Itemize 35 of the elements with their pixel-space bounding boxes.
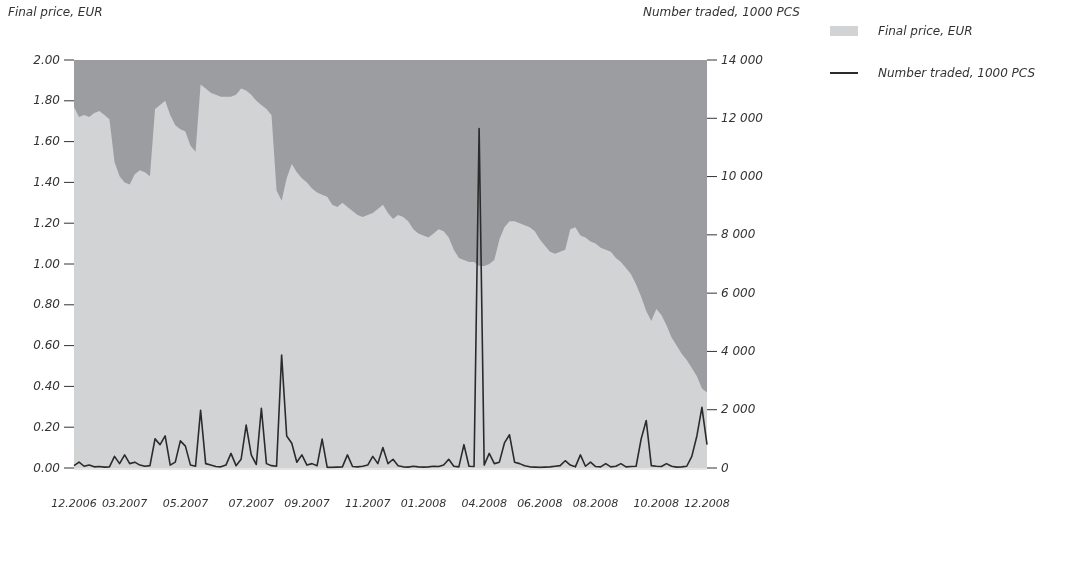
x-tick-label: 04.2008 xyxy=(461,497,507,510)
x-tick-label: 07.2007 xyxy=(228,497,274,510)
y-tick-label: 1.60 xyxy=(33,134,61,149)
x-tick-label: 05.2007 xyxy=(162,497,209,510)
y-tick-label: 1.00 xyxy=(33,256,61,271)
y2-tick-label: 2 000 xyxy=(721,402,756,417)
y-tick-label: 0.00 xyxy=(33,460,61,475)
x-tick-label: 06.2008 xyxy=(517,497,563,510)
y2-tick-label: 6 000 xyxy=(721,285,756,300)
y-tick-label: 1.40 xyxy=(33,174,61,189)
y2-axis-title: Number traded, 1000 PCS xyxy=(642,5,801,19)
y-tick-label: 0.80 xyxy=(33,297,61,312)
y2-tick-label: 12 000 xyxy=(721,110,764,125)
y2-tick-label: 10 000 xyxy=(721,169,764,184)
x-tick-label: 08.2008 xyxy=(572,497,619,510)
x-tick-label: 03.2007 xyxy=(101,497,148,510)
x-tick-label: 12.2008 xyxy=(684,497,730,510)
y2-tick-label: 14 000 xyxy=(721,52,764,67)
x-tick-label: 11.2007 xyxy=(344,497,391,510)
legend-label: Final price, EUR xyxy=(878,24,973,38)
x-tick-label: 10.2008 xyxy=(633,497,680,510)
x-tick-label: 12.2006 xyxy=(51,497,97,510)
y-tick-label: 0.60 xyxy=(33,338,61,353)
y-tick-label: 0.20 xyxy=(33,419,61,434)
y-tick-label: 1.80 xyxy=(33,93,61,108)
y2-tick-label: 8 000 xyxy=(721,227,756,242)
legend-label: Number traded, 1000 PCS xyxy=(878,66,1036,80)
y-tick-label: 1.20 xyxy=(33,215,61,230)
x-tick-label: 09.2007 xyxy=(284,497,330,510)
y2-tick-label: 0 xyxy=(721,460,729,475)
x-tick-label: 01.2008 xyxy=(400,497,447,510)
y-axis-title: Final price, EUR xyxy=(8,5,103,19)
y-tick-label: 2.00 xyxy=(33,52,61,67)
y2-tick-label: 4 000 xyxy=(721,343,756,358)
y-tick-label: 0.40 xyxy=(33,378,61,393)
